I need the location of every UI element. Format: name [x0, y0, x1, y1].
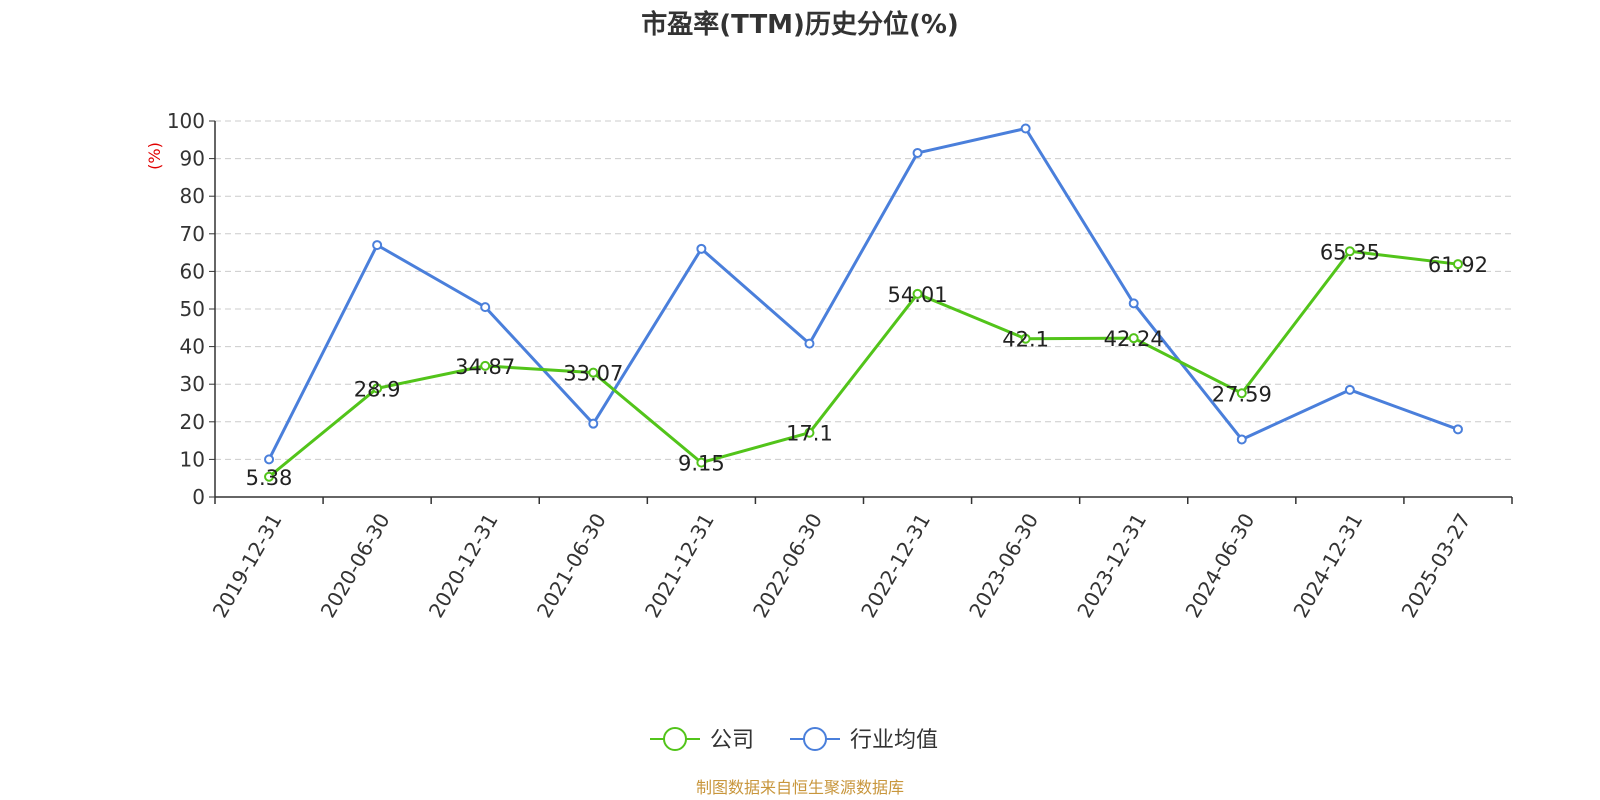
x-tick-label: 2024-06-30: [1180, 509, 1259, 622]
legend-label: 行业均值: [850, 728, 938, 753]
data-label: 28.9: [354, 377, 401, 401]
data-point[interactable]: [480, 360, 491, 371]
chart-title: 市盈率(TTM)历史分位(%): [641, 9, 959, 40]
data-point[interactable]: [1344, 384, 1355, 395]
y-tick-label: 40: [180, 335, 205, 359]
data-point[interactable]: [372, 383, 383, 394]
y-tick-label: 80: [180, 184, 205, 208]
y-tick-label: 0: [192, 485, 205, 509]
y-axis-label: (%): [145, 142, 164, 170]
data-point[interactable]: [1344, 246, 1355, 257]
data-point[interactable]: [912, 288, 923, 299]
data-point[interactable]: [588, 418, 599, 429]
data-point[interactable]: [804, 338, 815, 349]
legend-circle-icon: [803, 727, 827, 751]
legend[interactable]: 公司 行业均值: [650, 727, 938, 753]
x-tick-label: 2021-06-30: [532, 509, 611, 622]
y-tick-label: 100: [167, 109, 205, 133]
data-point[interactable]: [804, 427, 815, 438]
data-point[interactable]: [696, 243, 707, 254]
data-point[interactable]: [264, 454, 275, 465]
y-tick-label: 30: [180, 372, 205, 396]
legend-item-0[interactable]: 公司: [650, 727, 754, 753]
data-point[interactable]: [1128, 298, 1139, 309]
data-label: 9.15: [678, 452, 725, 476]
x-tick-label: 2022-06-30: [748, 509, 827, 622]
data-point[interactable]: [1452, 424, 1463, 435]
series-line-1: [267, 127, 1459, 461]
data-label: 42.24: [1104, 327, 1164, 351]
data-point[interactable]: [696, 457, 707, 468]
data-label: 34.87: [455, 355, 515, 379]
data-point[interactable]: [372, 240, 383, 251]
data-label: 17.1: [786, 422, 833, 446]
x-tick-label: 2021-12-31: [640, 509, 719, 622]
y-tick-label: 70: [180, 222, 205, 246]
data-label: 54.01: [887, 283, 947, 307]
data-labels: 5.38 28.9 34.87 33.07 9.15 17.1 54.01 42.1 42.24…: [246, 240, 1488, 489]
x-tick-label: 2020-12-31: [424, 509, 503, 622]
axes: 0 10 20 30 40 50 60 70 80 90 100 2019-12-31 2020-06-…: [167, 109, 1513, 622]
legend-item-1[interactable]: 行业均值: [790, 727, 938, 753]
source-note: 制图数据来自恒生聚源数据库: [696, 778, 904, 797]
data-point[interactable]: [1020, 333, 1031, 344]
series-layer: [264, 123, 1463, 482]
x-tick-label: 2022-12-31: [856, 509, 935, 622]
x-tick-label: 2023-12-31: [1072, 509, 1151, 622]
data-point[interactable]: [1452, 259, 1463, 270]
data-point[interactable]: [912, 147, 923, 158]
x-tick-label: 2025-03-27: [1397, 509, 1476, 622]
y-tick-label: 60: [180, 259, 205, 283]
legend-circle-icon: [663, 727, 687, 751]
data-label: 61.92: [1428, 253, 1488, 277]
series-line-0: [268, 249, 1459, 478]
data-point[interactable]: [480, 302, 491, 313]
x-tick-label: 2023-06-30: [964, 509, 1043, 622]
data-point[interactable]: [1020, 123, 1031, 134]
y-tick-label: 10: [180, 447, 205, 471]
legend-label: 公司: [710, 728, 754, 753]
data-point[interactable]: [1128, 333, 1139, 344]
data-point[interactable]: [1236, 434, 1247, 445]
x-tick-label: 2019-12-31: [208, 509, 287, 622]
data-point[interactable]: [588, 367, 599, 378]
data-label: 65.35: [1320, 240, 1380, 264]
x-tick-label: 2020-06-30: [316, 509, 395, 622]
y-tick-label: 90: [180, 147, 205, 171]
x-tick-label: 2024-12-31: [1288, 509, 1367, 622]
data-label: 42.1: [1002, 328, 1049, 352]
data-label: 27.59: [1212, 382, 1272, 406]
y-tick-label: 20: [180, 410, 205, 434]
grid-lines: [215, 120, 1512, 460]
data-point[interactable]: [264, 471, 275, 482]
data-point[interactable]: [1236, 388, 1247, 399]
data-label: 5.38: [246, 466, 293, 490]
y-tick-label: 50: [180, 297, 205, 321]
data-label: 33.07: [563, 362, 623, 386]
